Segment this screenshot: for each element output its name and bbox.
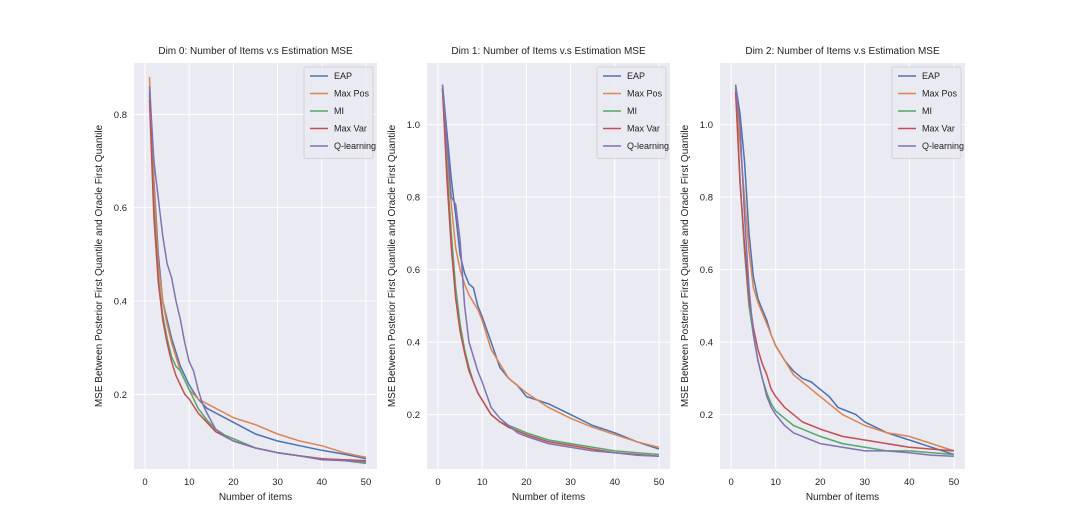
- panel-dim-2: 0 10 20 30 40 50 0.2 0.4 0.6 0.8 1.0 Dim 2: Number …: [680, 46, 965, 503]
- x-axis-label: Number of items: [512, 492, 585, 503]
- y-tick-label: 0.8: [407, 193, 420, 204]
- legend-label: EAP: [627, 71, 645, 81]
- x-tick-label: 20: [815, 477, 826, 488]
- x-tick-label: 20: [521, 477, 532, 488]
- series-line-max-pos: [734, 88, 955, 452]
- series-line-eap: [734, 84, 955, 456]
- legend-label: Q-learning: [627, 141, 669, 151]
- legend-label: Max Pos: [627, 89, 663, 99]
- x-tick-label: 30: [565, 477, 576, 488]
- legend-label: EAP: [922, 71, 940, 81]
- legend: EAP Max Pos MI Max Var Q-learning: [303, 66, 376, 159]
- legend-box: [891, 66, 962, 159]
- legend-label: Max Var: [627, 124, 660, 134]
- x-axis-label: Number of items: [219, 492, 292, 503]
- legend: EAP Max Pos MI Max Var Q-learning: [596, 66, 669, 159]
- x-tick-label: 10: [477, 477, 488, 488]
- y-axis-label: MSE Between Posterior First Quantile and…: [94, 124, 105, 407]
- y-axis-label: MSE Between Posterior First Quantile and…: [387, 124, 398, 407]
- legend-label: MI: [922, 106, 932, 116]
- y-tick-label: 0.8: [114, 110, 127, 121]
- series-line-max-var: [441, 88, 660, 458]
- y-axis-label: MSE Between Posterior First Quantile and…: [680, 124, 691, 407]
- legend: EAP Max Pos MI Max Var Q-learning: [891, 66, 964, 159]
- panel-dim-1: 0 10 20 30 40 50 0.2 0.4 0.6 0.8 1.0 Dim 1: Number …: [387, 46, 670, 503]
- legend-label: Max Var: [922, 124, 955, 134]
- y-tick-label: 0.6: [407, 265, 420, 276]
- y-tick-label: 0.2: [407, 410, 420, 421]
- legend-box: [303, 66, 374, 159]
- series-line-eap: [441, 84, 660, 450]
- x-tick-label: 0: [728, 477, 733, 488]
- y-tick-label: 0.6: [114, 203, 127, 214]
- x-tick-label: 50: [949, 477, 960, 488]
- x-tick-label: 50: [361, 477, 372, 488]
- legend-label: Q-learning: [922, 141, 964, 151]
- series-line-q-learning: [441, 84, 660, 458]
- x-tick-label: 40: [316, 477, 327, 488]
- chart-title: Dim 1: Number of Items v.s Estimation MS…: [451, 46, 646, 57]
- legend-label: MI: [334, 106, 344, 116]
- legend-label: Q-learning: [334, 141, 376, 151]
- x-tick-label: 10: [770, 477, 781, 488]
- legend-label: Max Var: [334, 124, 367, 134]
- legend-label: Max Pos: [922, 89, 958, 99]
- legend-label: EAP: [334, 71, 352, 81]
- chart-title: Dim 2: Number of Items v.s Estimation MS…: [745, 46, 940, 57]
- series-line-mi: [734, 88, 954, 456]
- legend-label: MI: [627, 106, 637, 116]
- series-line-q-learning: [148, 86, 367, 463]
- y-tick-label: 1.0: [700, 120, 713, 131]
- x-tick-label: 20: [228, 477, 239, 488]
- panel-dim-0: 0 10 20 30 40 50 0.2 0.4 0.6 0.8 Dim 0: Number of …: [94, 46, 377, 503]
- x-tick-label: 40: [609, 477, 620, 488]
- y-tick-label: 1.0: [407, 120, 420, 131]
- y-tick-label: 0.8: [700, 193, 713, 204]
- y-tick-label: 0.4: [114, 297, 127, 308]
- series-line-max-pos: [441, 88, 660, 449]
- x-tick-label: 0: [435, 477, 440, 488]
- y-tick-label: 0.4: [700, 338, 713, 349]
- legend-box: [596, 66, 667, 159]
- x-axis-label: Number of items: [806, 492, 879, 503]
- y-tick-label: 0.4: [407, 338, 420, 349]
- x-tick-label: 30: [272, 477, 283, 488]
- x-tick-label: 40: [904, 477, 915, 488]
- y-tick-label: 0.6: [700, 265, 713, 276]
- x-tick-label: 30: [859, 477, 870, 488]
- x-tick-label: 10: [184, 477, 195, 488]
- chart-title: Dim 0: Number of Items v.s Estimation MS…: [158, 46, 353, 57]
- series-line-max-pos: [148, 76, 367, 459]
- legend-label: Max Pos: [334, 89, 370, 99]
- x-tick-label: 50: [654, 477, 665, 488]
- series-line-q-learning: [734, 84, 954, 458]
- x-tick-label: 0: [142, 477, 147, 488]
- y-tick-label: 0.2: [114, 390, 127, 401]
- y-tick-label: 0.2: [700, 410, 713, 421]
